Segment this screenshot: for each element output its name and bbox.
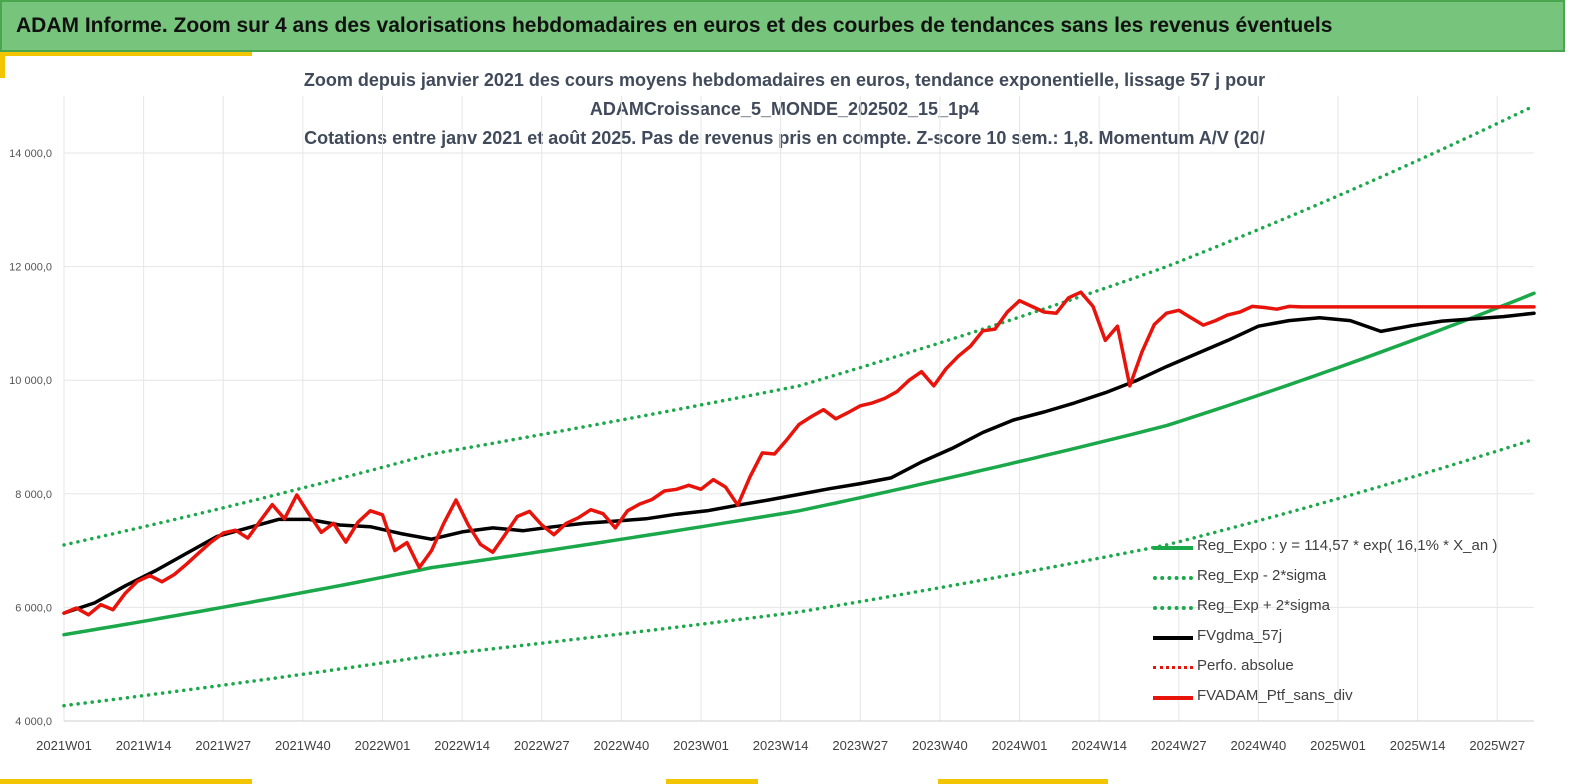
- legend-label-reg-expo: Reg_Expo : y = 114,57 * exp( 16,1% * X_a…: [1197, 537, 1498, 554]
- x-tick-label: 2025W14: [1390, 738, 1446, 753]
- header-banner: ADAM Informe. Zoom sur 4 ans des valoris…: [0, 0, 1565, 52]
- x-tick-label: 2022W01: [355, 738, 411, 753]
- accent-bar-left: [0, 52, 5, 78]
- accent-bar-top: [0, 52, 252, 56]
- y-tick-label: 14 000,0: [9, 148, 52, 160]
- series-reg-minus-2sigma: [62, 437, 1536, 708]
- y-tick-label: 6 000,0: [15, 602, 52, 614]
- legend-swatch-fvadam: [1153, 696, 1193, 700]
- legend-swatch-reg-plus: [1153, 606, 1193, 610]
- x-tick-label: 2021W01: [36, 738, 92, 753]
- y-tick-label: 10 000,0: [9, 375, 52, 387]
- x-tick-label: 2024W01: [992, 738, 1048, 753]
- x-tick-label: 2024W40: [1231, 738, 1287, 753]
- banner-title: ADAM Informe. Zoom sur 4 ans des valoris…: [16, 14, 1333, 37]
- series-fvgdma-57j: [62, 311, 1536, 615]
- x-tick-label: 2025W27: [1469, 738, 1525, 753]
- series-reg-plus-2sigma: [62, 104, 1536, 547]
- x-tick-label: 2021W27: [195, 738, 251, 753]
- x-tick-label: 2023W14: [753, 738, 809, 753]
- series-reg-expo: [62, 291, 1536, 637]
- legend-label-fvadam: FVADAM_Ptf_sans_div: [1197, 687, 1353, 704]
- accent-bar-bottom-2: [666, 779, 758, 784]
- series-fvadam-ptf: [62, 290, 1536, 617]
- x-tick-label: 2023W27: [832, 738, 888, 753]
- legend-swatch-reg-expo: [1153, 546, 1193, 550]
- x-tick-label: 2021W14: [116, 738, 172, 753]
- y-tick-label: 4 000,0: [15, 716, 52, 728]
- legend-label-reg-plus: Reg_Exp + 2*sigma: [1197, 597, 1330, 614]
- chart-title-line-3: Cotations entre janv 2021 et août 2025. …: [304, 128, 1265, 148]
- x-tick-label: 2022W27: [514, 738, 570, 753]
- legend-swatch-reg-minus: [1153, 576, 1193, 580]
- accent-bar-bottom-1: [0, 779, 252, 784]
- x-tick-label: 2022W14: [434, 738, 490, 753]
- legend-label-reg-minus: Reg_Exp - 2*sigma: [1197, 567, 1327, 584]
- y-tick-label: 8 000,0: [15, 489, 52, 501]
- x-tick-label: 2023W40: [912, 738, 968, 753]
- chart-title-line-2: ADAMCroissance_5_MONDE_202502_15_1p4: [589, 99, 980, 119]
- x-tick-label: 2023W01: [673, 738, 729, 753]
- x-tick-label: 2024W27: [1151, 738, 1207, 753]
- chart-title-line-1: Zoom depuis janvier 2021 des cours moyen…: [303, 70, 1266, 90]
- x-tick-label: 2022W40: [594, 738, 650, 753]
- legend-swatch-perfo: [1153, 666, 1193, 669]
- x-tick-label: 2025W01: [1310, 738, 1366, 753]
- legend-label-fvgdma: FVgdma_57j: [1197, 627, 1283, 644]
- legend-label-perfo: Perfo. absolue: [1197, 657, 1294, 674]
- y-tick-label: 12 000,0: [9, 262, 52, 274]
- accent-bar-bottom-3: [938, 779, 1108, 784]
- legend-swatch-fvgdma: [1153, 636, 1193, 640]
- x-tick-label: 2024W14: [1071, 738, 1127, 753]
- x-tick-label: 2021W40: [275, 738, 331, 753]
